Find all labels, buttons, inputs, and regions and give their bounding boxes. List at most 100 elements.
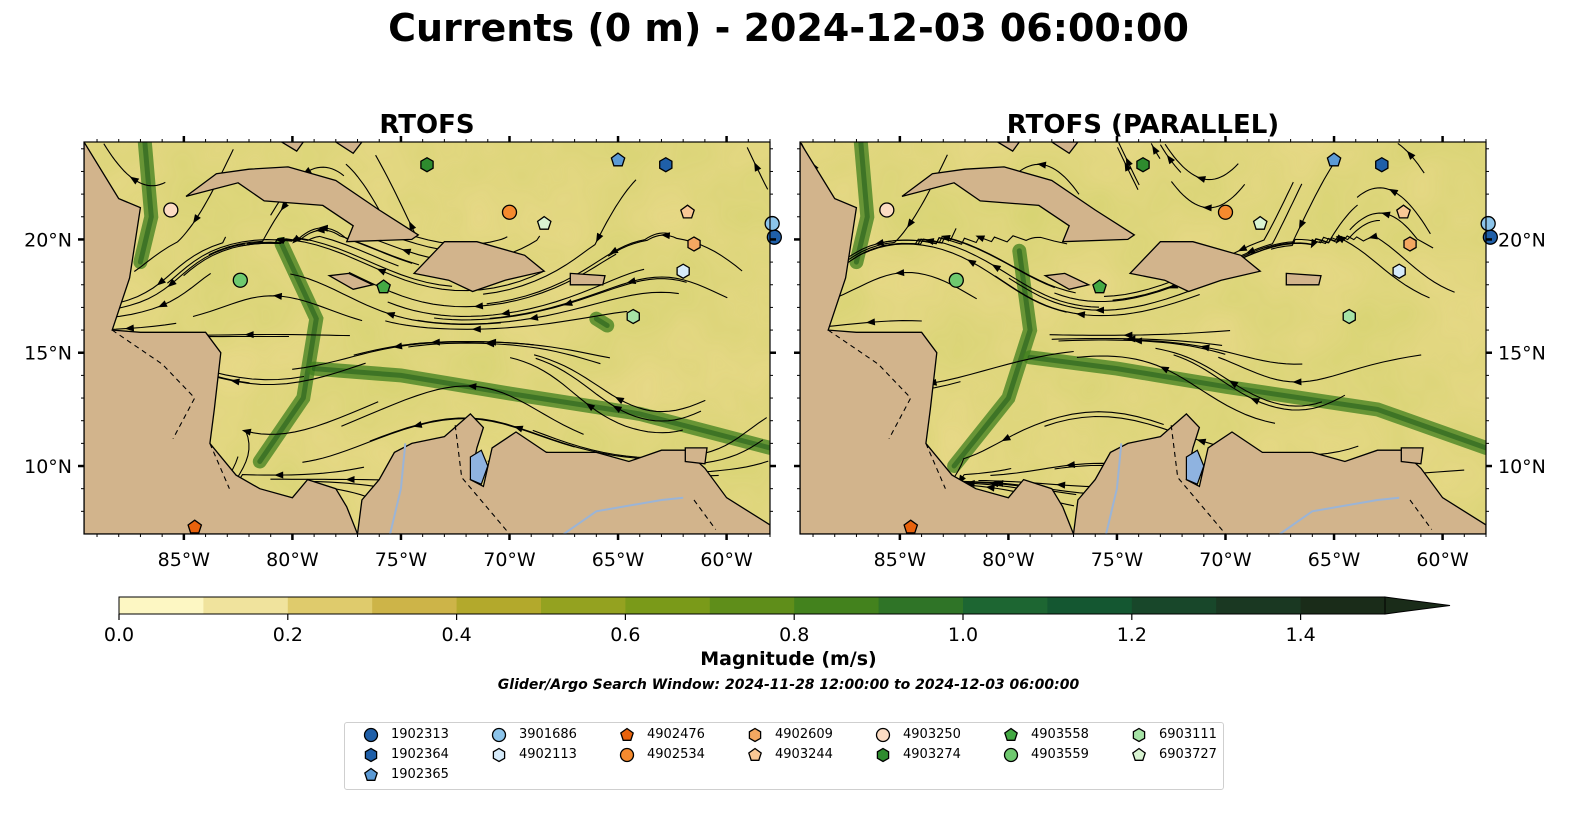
streamline-arrow — [376, 268, 387, 276]
streamline-arrow — [1095, 306, 1105, 314]
observation-6903111[interactable] — [1342, 308, 1356, 325]
observation-4902113[interactable] — [1392, 263, 1406, 279]
observation-4903244[interactable] — [680, 204, 695, 219]
streamline-arrow — [975, 235, 986, 243]
observation-3901686[interactable] — [764, 215, 780, 232]
land — [1050, 142, 1079, 155]
land — [280, 142, 305, 152]
pentagon-marker-icon — [748, 747, 762, 761]
observation-4902609[interactable] — [687, 236, 701, 252]
legend-label: 4903559 — [1031, 747, 1089, 762]
streamline-arrow — [967, 259, 977, 267]
colorbar-frame — [118, 596, 1386, 615]
streamline-arrow — [193, 214, 201, 224]
streamline-arrow — [1381, 211, 1391, 219]
country-border — [454, 425, 510, 534]
pentagon-marker-icon — [620, 727, 634, 741]
legend: 1902313 1902364 1902365 3901686 4902113 49024… — [344, 722, 1224, 790]
observation-1902364[interactable] — [659, 156, 673, 173]
lat-tick-label: 20°N — [1498, 229, 1546, 251]
legend-label: 1902365 — [391, 767, 449, 782]
observation-6903727[interactable] — [1252, 215, 1268, 230]
observation-4903559[interactable] — [232, 272, 248, 288]
streamline-arrow — [1065, 461, 1076, 469]
streamline-arrow — [1123, 331, 1133, 339]
map-panel-rtofs[interactable]: 85°W 80°W 75°W 70°W 65°W 60°W 20°N 15°N 10°N RTOF… — [24, 110, 782, 571]
observation-4902113[interactable] — [676, 263, 690, 279]
colorbar-tick-label: 1.4 — [1285, 624, 1315, 646]
observation-4903274[interactable] — [420, 156, 434, 173]
map-frame — [83, 141, 771, 535]
observation-4902534[interactable] — [1217, 204, 1234, 220]
country-border — [827, 329, 912, 440]
lake-maracaibo — [1185, 449, 1205, 485]
streamline-arrow — [609, 246, 619, 255]
streamline-arrow — [412, 421, 423, 428]
observation-4902609[interactable] — [1403, 236, 1417, 252]
observation-4903250[interactable] — [163, 202, 179, 218]
colorbar-segment — [794, 597, 880, 614]
legend-label: 3901686 — [519, 727, 577, 742]
observation-1902365[interactable] — [610, 152, 626, 167]
observation-4903250[interactable] — [879, 202, 895, 218]
observation-4903559[interactable] — [948, 272, 964, 288]
observation-1902364[interactable] — [1375, 156, 1389, 173]
streamline-arrow — [274, 471, 284, 479]
streamline-arrow — [585, 403, 596, 412]
streamline-arrow — [660, 232, 671, 240]
observation-1902365[interactable] — [1326, 152, 1342, 167]
streamline-arrow — [1229, 380, 1239, 389]
colorbar-segment — [709, 597, 795, 614]
streamline-arrow — [1196, 438, 1207, 446]
observation-6903727[interactable] — [536, 215, 552, 230]
river — [1279, 496, 1400, 534]
observation-3901686[interactable] — [1480, 215, 1496, 232]
observation-4903244[interactable] — [1396, 204, 1411, 219]
observation-4903558[interactable] — [376, 279, 391, 294]
streamline-arrow — [401, 248, 412, 256]
streamline — [348, 253, 617, 308]
colorbar-segment — [1047, 597, 1133, 614]
streamline-arrow — [315, 226, 325, 234]
pentagon-marker-icon — [1004, 727, 1018, 741]
streamline-arrow — [471, 325, 481, 333]
lon-tick-label: 60°W — [1416, 549, 1469, 571]
streamline-arrow — [129, 176, 140, 185]
streamline-arrow — [1166, 154, 1175, 165]
lon-tick-label: 85°W — [158, 549, 211, 571]
lon-tick-label: 85°W — [874, 549, 927, 571]
colorbar-tick-label: 0.0 — [104, 624, 134, 646]
lon-tick-label: 65°W — [1308, 549, 1361, 571]
observation-4903558[interactable] — [1092, 279, 1107, 294]
streamline-arrow — [409, 221, 417, 231]
observation-4902534[interactable] — [501, 204, 518, 220]
river — [1105, 443, 1123, 534]
map-panel-rtofs-parallel[interactable]: 85°W 80°W 75°W 70°W 65°W 60°W 20°N 15°N 10°N RTOF… — [794, 110, 1546, 571]
colorbar-segment — [541, 597, 626, 614]
streamline-arrow — [157, 300, 168, 308]
colorbar-extend-arrow — [1384, 596, 1451, 615]
observation-4902476[interactable] — [187, 519, 203, 534]
colorbar-tick-label: 0.2 — [273, 624, 303, 646]
colorbar-label: Magnitude (m/s) — [700, 648, 877, 670]
land — [684, 447, 708, 465]
lon-tick-label: 65°W — [592, 549, 645, 571]
lon-tick-label: 75°W — [375, 549, 428, 571]
streamline-arrow — [614, 396, 625, 405]
hexagon-marker-icon — [364, 747, 378, 763]
legend-label: 4903244 — [775, 747, 833, 762]
streamline-arrow — [596, 232, 604, 243]
lake-maracaibo — [469, 449, 489, 485]
observation-4903274[interactable] — [1136, 156, 1150, 173]
observation-4902476[interactable] — [903, 519, 919, 534]
circle-marker-icon — [363, 727, 379, 743]
lat-tick-label: 10°N — [1498, 456, 1546, 478]
lat-tick-label: 20°N — [24, 229, 72, 251]
observation-6903111[interactable] — [626, 308, 640, 325]
hexagon-marker-icon — [492, 747, 506, 763]
land — [901, 166, 1136, 243]
streamline-arrow — [528, 313, 539, 321]
streamline-arrow — [612, 405, 623, 413]
streamline-arrow — [754, 162, 762, 172]
